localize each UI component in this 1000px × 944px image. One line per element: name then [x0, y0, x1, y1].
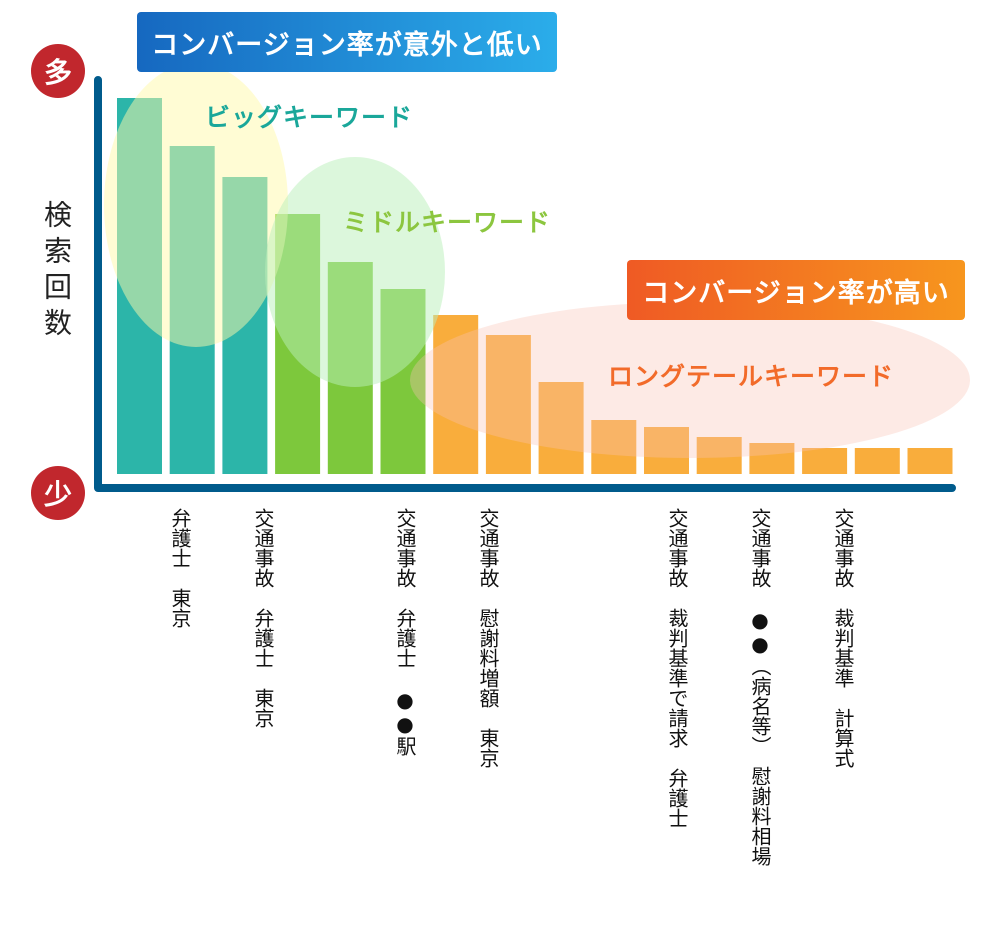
y-top-marker: 多	[31, 44, 85, 98]
x-label: 交通事故 裁判基準で請求 弁護士	[665, 508, 689, 828]
bar-16	[907, 448, 953, 474]
x-label: 交通事故 慰謝料増額 東京	[476, 508, 500, 768]
middle-keyword-label: ミドルキーワード	[343, 208, 552, 237]
bar-9	[538, 382, 584, 474]
bar-11	[644, 427, 689, 474]
longtail-keyword-region	[410, 302, 970, 458]
big-keyword-label: ビッグキーワード	[205, 103, 414, 132]
bar-13	[749, 443, 795, 474]
y-axis-label: 検索回数	[40, 200, 73, 344]
bar-10	[591, 420, 637, 474]
bar-12	[696, 437, 742, 474]
low-conversion-banner: コンバージョン率が意外と低い	[137, 12, 557, 72]
high-conversion-banner: コンバージョン率が高い	[627, 260, 965, 320]
y-bottom-marker: 少	[31, 466, 85, 520]
big-keyword-region	[104, 63, 288, 347]
bar-14	[802, 448, 848, 474]
longtail-keyword-label: ロングテールキーワード	[608, 362, 895, 391]
bar-15	[854, 448, 900, 474]
bar-7	[433, 315, 479, 474]
bar-8	[485, 335, 531, 474]
axes	[94, 76, 956, 492]
middle-keyword-region	[265, 157, 445, 387]
x-label: 交通事故 弁護士 東京	[251, 508, 275, 728]
x-label: 交通事故 裁判基準 計算式	[831, 508, 855, 768]
x-label: 弁護士 東京	[168, 508, 192, 628]
x-label: 交通事故 ●●（病名等） 慰謝料相場	[748, 508, 772, 866]
x-label: 交通事故 弁護士 ●●駅	[393, 508, 417, 756]
